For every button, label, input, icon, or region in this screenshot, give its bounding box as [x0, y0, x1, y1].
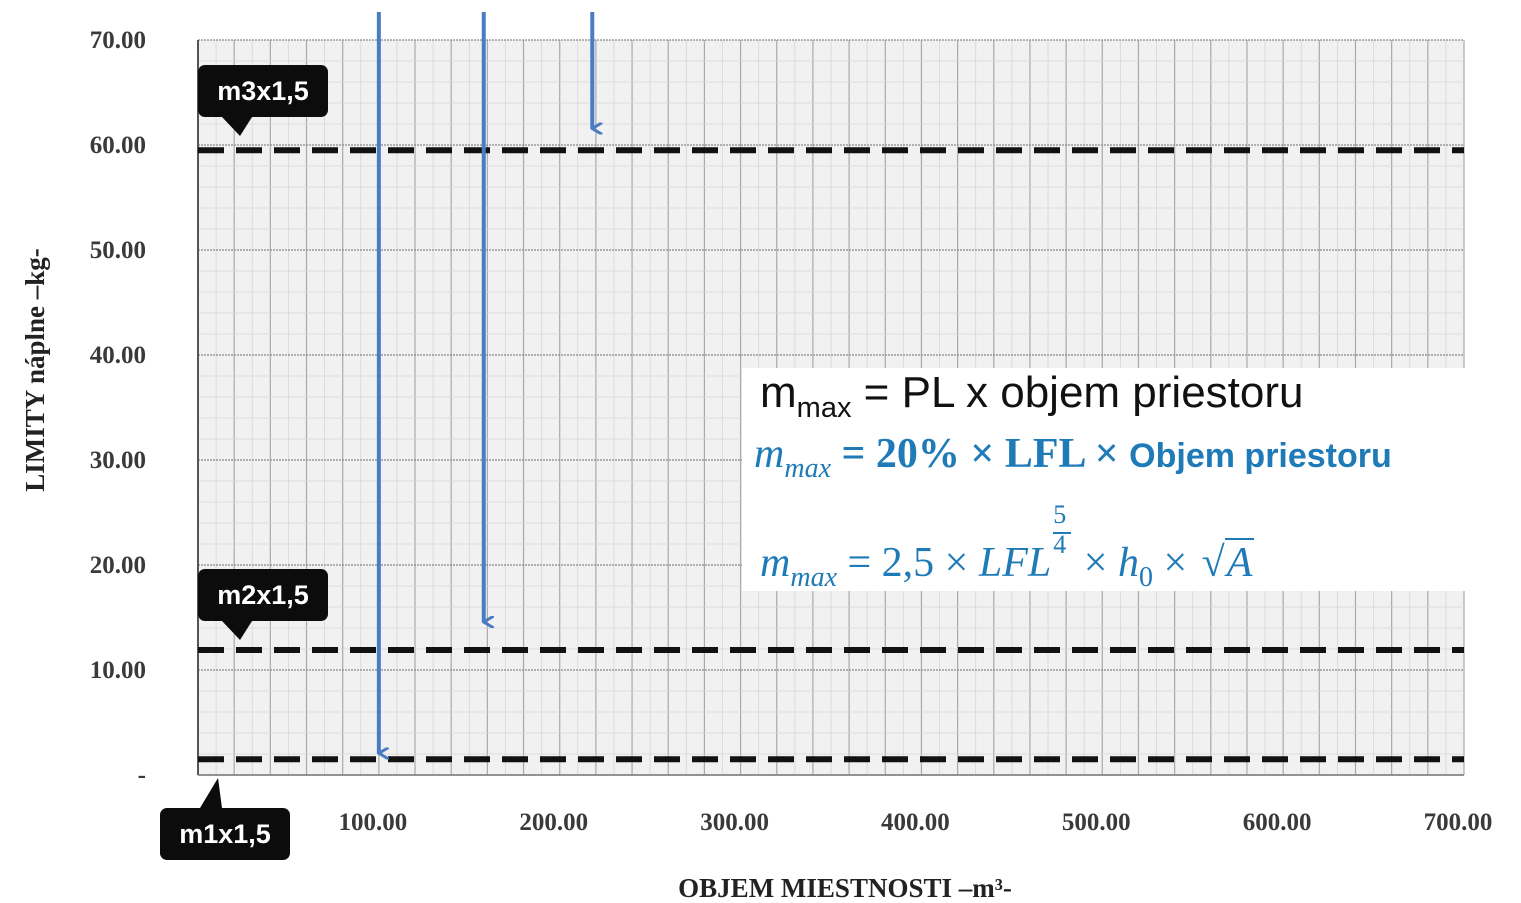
series-group: [198, 147, 1464, 763]
f3-lfl: LFL: [978, 540, 1052, 586]
f3-sqrt: √A: [1198, 538, 1255, 587]
f3-symbol: m: [760, 540, 791, 586]
f3-exp-denominator: 4: [1053, 530, 1067, 559]
callout-m2x1,5: m2x1,5: [198, 569, 328, 640]
f1-symbol: m: [760, 368, 797, 417]
y-tick-label: 40.00: [90, 342, 146, 369]
x-tick-label: 200.00: [519, 809, 588, 836]
formula-2: mmax = 20% × LFL × Objem priestoru: [754, 430, 1392, 485]
f2-symbol: m: [754, 431, 785, 477]
callout-box: [160, 808, 290, 860]
f3-coefficient: = 2,5 ×: [837, 540, 979, 586]
f3-subscript: max: [790, 562, 837, 593]
sqrt-icon: √: [1201, 540, 1225, 586]
f1-expression: = PL x objem priestoru: [851, 368, 1304, 417]
formula-box: mmax = PL x objem priestoru mmax = 20% ×…: [742, 368, 1467, 594]
y-tick-labels: - 10.00 20.00 30.00 40.00 50.00 60.00 70.00: [90, 27, 146, 789]
y-tick-label: 30.00: [90, 447, 146, 474]
x-tick-label: 100.00: [338, 809, 407, 836]
f3-exp-numerator: 5: [1053, 500, 1067, 529]
f3-h: h: [1117, 540, 1139, 586]
x-tick-labels: 100.00 200.00 300.00 400.00 500.00 600.00 700.…: [338, 809, 1492, 836]
f1-subscript: max: [796, 392, 852, 424]
x-tick-label: 400.00: [881, 809, 950, 836]
y-axis-title: LIMITY náplne –kg-: [20, 248, 50, 492]
x-tick-label: 700.00: [1424, 809, 1493, 836]
x-axis-title: OBJEM MIESTNOSTI –m³-: [678, 873, 1012, 903]
callout-m1x1,5: m1x1,5: [160, 778, 290, 860]
y-tick-label: 70.00: [90, 27, 146, 54]
callout-m3x1,5: m3x1,5: [198, 65, 328, 136]
callout-pointer: [222, 621, 252, 640]
f3-radicand: A: [1224, 538, 1255, 586]
formula-1: mmax = PL x objem priestoru: [760, 368, 1303, 425]
callout-label: m2x1,5: [217, 580, 309, 610]
f2-expression: = 20% × LFL ×: [831, 431, 1130, 477]
f3-h-subscript: 0: [1138, 562, 1153, 593]
y-tick-label: 20.00: [90, 552, 146, 579]
f3-times-1: ×: [1073, 540, 1118, 586]
x-tick-label: 600.00: [1243, 809, 1312, 836]
f3-times-2: ×: [1152, 540, 1198, 586]
callout-box: [198, 65, 328, 117]
y-tick-label: 60.00: [90, 132, 146, 159]
callout-label: m3x1,5: [217, 76, 309, 106]
f3-frac-bar: [1053, 532, 1072, 534]
x-tick-label: 500.00: [1062, 809, 1131, 836]
y-tick-label: -: [138, 762, 146, 789]
callout-pointer: [222, 117, 252, 136]
callout-group: m1x1,5 m2x1,5 m3x1,5: [160, 65, 328, 860]
y-tick-label: 50.00: [90, 237, 146, 264]
arrow-group: [376, 12, 592, 753]
callout-label: m1x1,5: [179, 819, 271, 849]
y-tick-label: 10.00: [90, 657, 146, 684]
f2-subscript: max: [784, 453, 831, 484]
x-tick-label: 300.00: [700, 809, 769, 836]
f2-tail: Objem priestoru: [1129, 437, 1392, 475]
formula-3: mmax = 2,5 × LFL 5 4 × h0 × √A: [760, 500, 1255, 594]
callout-box: [198, 569, 328, 621]
callout-pointer: [200, 778, 222, 808]
